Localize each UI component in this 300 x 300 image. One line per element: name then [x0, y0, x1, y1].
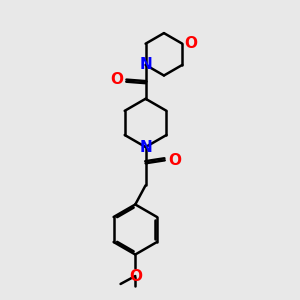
Text: N: N	[139, 140, 152, 154]
Text: N: N	[139, 57, 152, 72]
Text: O: O	[168, 153, 181, 168]
Text: O: O	[110, 72, 123, 87]
Text: O: O	[184, 36, 197, 51]
Text: O: O	[129, 269, 142, 284]
